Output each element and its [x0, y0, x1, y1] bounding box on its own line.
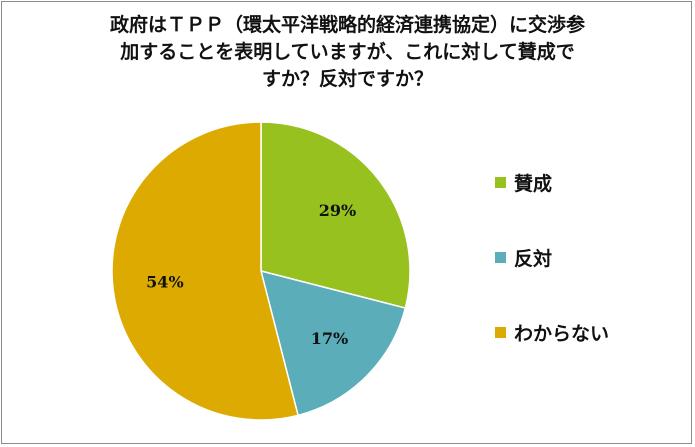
data-label-disagree: 17%	[311, 329, 348, 348]
legend-label-agree: 賛成	[514, 172, 553, 195]
pie-slice-agree	[260, 121, 411, 309]
chart-title: 政府はＴＰＰ（環太平洋戦略的経済連携協定）に交渉参 加することを表明していますが…	[40, 12, 655, 93]
chart-title-line-1: 政府はＴＰＰ（環太平洋戦略的経済連携協定）に交渉参	[109, 14, 585, 36]
data-label-unsure: 54%	[146, 273, 183, 292]
chart-title-line-3: すか？反対ですか？	[261, 68, 433, 90]
pie-slice-disagree	[259, 269, 407, 417]
legend-item-agree: 賛成	[495, 168, 609, 196]
legend-item-disagree: 反対	[495, 243, 609, 271]
data-label-agree: 29%	[319, 201, 356, 220]
legend-item-unsure: わからない	[495, 318, 609, 346]
chart-title-line-2: 加することを表明していますが、これに対して賛成で	[120, 41, 575, 63]
legend: 賛成 反対 わからない	[495, 168, 609, 346]
legend-swatch-disagree	[495, 251, 506, 263]
legend-label-unsure: わからない	[514, 322, 610, 345]
legend-label-disagree: 反対	[514, 247, 553, 270]
legend-swatch-unsure	[495, 326, 506, 338]
pie-slice-unsure	[111, 121, 299, 421]
legend-swatch-agree	[495, 176, 506, 188]
